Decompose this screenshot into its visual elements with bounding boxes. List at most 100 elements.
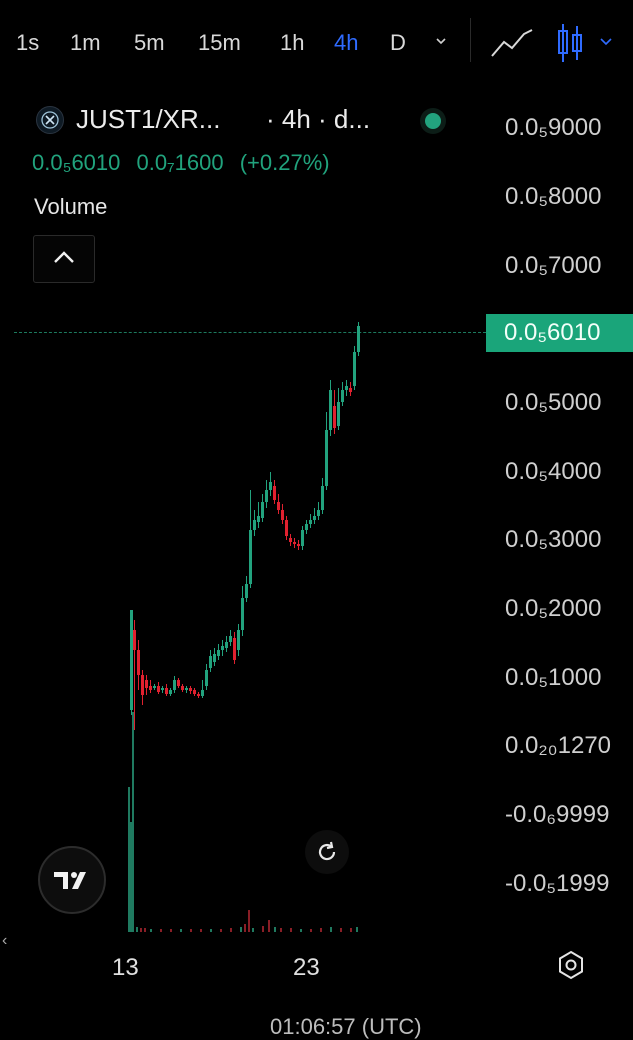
volume-bar bbox=[340, 928, 342, 932]
candle-body bbox=[257, 516, 260, 522]
candle-body bbox=[249, 530, 252, 584]
price-tick: 0.0₅7000 bbox=[505, 252, 602, 279]
candle-body bbox=[145, 680, 148, 688]
volume-bar bbox=[210, 929, 212, 932]
candle-body bbox=[229, 636, 232, 642]
volume-indicator-label[interactable]: Volume bbox=[34, 194, 108, 219]
volume-bar bbox=[128, 787, 130, 932]
candle-body bbox=[217, 650, 220, 656]
time-tick: 23 bbox=[293, 954, 320, 981]
timeframe-5m[interactable]: 5m bbox=[134, 30, 165, 55]
candlestick-plot[interactable] bbox=[0, 90, 490, 940]
price-tick: 0.0₅3000 bbox=[505, 526, 602, 553]
candle-body bbox=[285, 520, 288, 536]
candle-body bbox=[197, 694, 200, 696]
line-chart-icon[interactable] bbox=[490, 28, 534, 60]
candle-body bbox=[233, 638, 236, 660]
candle-body bbox=[153, 686, 156, 688]
volume-bar bbox=[220, 929, 222, 932]
timezone-clock: 01:06:57 (UTC) bbox=[270, 1014, 422, 1039]
symbol-title[interactable]: JUST1/XR... bbox=[76, 104, 221, 134]
candle-body bbox=[193, 690, 196, 694]
candle-body bbox=[157, 686, 160, 692]
candle-body bbox=[289, 538, 292, 542]
toolbar-divider bbox=[470, 18, 471, 62]
volume-bar bbox=[200, 929, 202, 932]
candle-body bbox=[205, 670, 208, 686]
price-tick: 0.0₅2000 bbox=[505, 595, 602, 622]
candle-body bbox=[329, 390, 332, 430]
volume-bar bbox=[248, 910, 250, 932]
candle-body bbox=[261, 502, 264, 518]
symbol-meta: · 4h · d... bbox=[266, 104, 371, 134]
price-tick: 0.0₅5000 bbox=[505, 389, 602, 416]
timeframe-1m[interactable]: 1m bbox=[70, 30, 101, 55]
candle-body bbox=[301, 530, 304, 546]
candle-body bbox=[341, 390, 344, 402]
volume-bar bbox=[170, 929, 172, 932]
timeframe-4h[interactable]: 4h bbox=[334, 30, 359, 55]
scroll-left-chevron-icon[interactable]: ‹ bbox=[2, 932, 8, 949]
timeframe-15m[interactable]: 15m bbox=[198, 30, 241, 55]
price-tick: 0.0₅4000 bbox=[505, 458, 602, 485]
volume-bar bbox=[350, 928, 352, 932]
volume-bar bbox=[136, 927, 138, 932]
price-tick: 0.0₅8000 bbox=[505, 183, 602, 210]
candle-body bbox=[317, 510, 320, 516]
candle-body bbox=[221, 646, 224, 650]
candle-body bbox=[181, 686, 184, 690]
price-tick: 0.0₅9000 bbox=[505, 114, 602, 141]
volume-bar bbox=[144, 928, 146, 932]
settings-icon[interactable] bbox=[556, 950, 586, 980]
volume-bar bbox=[140, 928, 142, 932]
volume-bar bbox=[252, 928, 254, 932]
coin-icon bbox=[36, 106, 64, 134]
candle-body bbox=[357, 326, 360, 352]
chart-type-chevron-icon[interactable] bbox=[600, 36, 612, 46]
legend-last-price: 0.0₅6010 bbox=[32, 150, 121, 175]
candle-body bbox=[201, 690, 204, 696]
volume-bar bbox=[290, 928, 292, 932]
candle-body bbox=[349, 388, 352, 392]
candle-body bbox=[189, 688, 192, 691]
volume-bar bbox=[190, 929, 192, 932]
candle-body bbox=[325, 430, 328, 486]
candle-body bbox=[281, 510, 284, 520]
candle-body bbox=[185, 688, 188, 690]
volume-bar bbox=[320, 928, 322, 932]
reset-icon bbox=[318, 841, 336, 861]
candlestick-chart-icon[interactable] bbox=[556, 22, 584, 64]
volume-bar bbox=[180, 929, 182, 932]
candle-body bbox=[253, 520, 256, 530]
volume-bar bbox=[274, 927, 276, 932]
candle-body bbox=[309, 520, 312, 524]
collapse-legend-button[interactable] bbox=[33, 235, 95, 283]
candle-body bbox=[245, 584, 248, 598]
timeframe-more-chevron-icon[interactable] bbox=[436, 36, 446, 46]
candle-body bbox=[213, 654, 216, 662]
candle-body bbox=[273, 486, 276, 500]
price-tick: 0.0₅1000 bbox=[505, 664, 602, 691]
candle-body bbox=[209, 656, 212, 668]
candle-body bbox=[237, 630, 240, 650]
timeframe-1d[interactable]: D bbox=[390, 30, 406, 55]
last-price-line bbox=[14, 332, 486, 333]
price-tick: -0.0₆9999 bbox=[505, 801, 610, 828]
candle-body bbox=[141, 675, 144, 695]
volume-bar bbox=[280, 928, 282, 932]
candle-body bbox=[173, 680, 176, 690]
price-tick: -0.0₅1999 bbox=[505, 870, 610, 897]
candle-body bbox=[353, 352, 356, 386]
candle-body bbox=[137, 650, 140, 675]
timeframe-1s[interactable]: 1s bbox=[16, 30, 40, 55]
candle-body bbox=[305, 524, 308, 530]
candle-body bbox=[149, 686, 152, 690]
volume-bar bbox=[300, 929, 302, 932]
candle-body bbox=[345, 386, 348, 390]
tradingview-logo-icon bbox=[54, 872, 86, 889]
timeframe-1h[interactable]: 1h bbox=[280, 30, 305, 55]
reset-chart-button[interactable] bbox=[305, 830, 349, 874]
volume-bar bbox=[310, 929, 312, 932]
volume-bar bbox=[160, 929, 162, 932]
tradingview-logo-button[interactable] bbox=[38, 846, 106, 914]
